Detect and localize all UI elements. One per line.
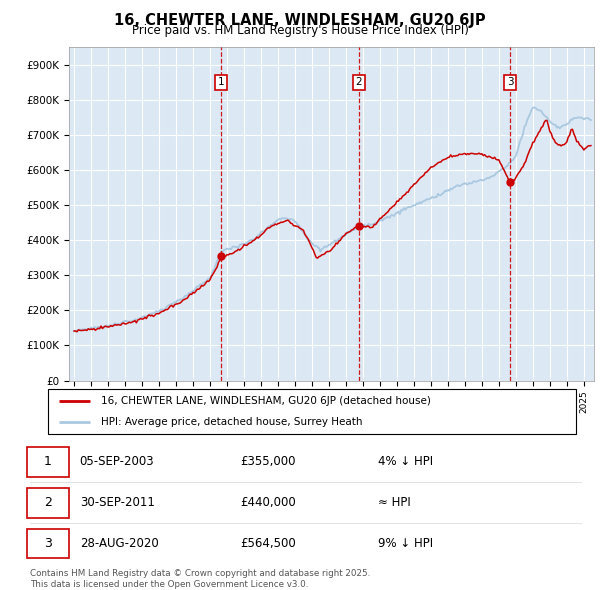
Text: Contains HM Land Registry data © Crown copyright and database right 2025.
This d: Contains HM Land Registry data © Crown c… — [30, 569, 370, 589]
Text: 1: 1 — [218, 77, 225, 87]
Text: 30-SEP-2011: 30-SEP-2011 — [80, 496, 155, 509]
Text: ≈ HPI: ≈ HPI — [378, 496, 410, 509]
Text: £564,500: £564,500 — [240, 537, 296, 550]
Text: 4% ↓ HPI: 4% ↓ HPI — [378, 455, 433, 468]
Text: 2: 2 — [355, 77, 362, 87]
Text: £440,000: £440,000 — [240, 496, 296, 509]
FancyBboxPatch shape — [48, 389, 576, 434]
Text: 9% ↓ HPI: 9% ↓ HPI — [378, 537, 433, 550]
FancyBboxPatch shape — [27, 488, 68, 517]
Text: HPI: Average price, detached house, Surrey Heath: HPI: Average price, detached house, Surr… — [101, 417, 362, 427]
Text: 05-SEP-2003: 05-SEP-2003 — [80, 455, 154, 468]
Text: 3: 3 — [507, 77, 514, 87]
Text: £355,000: £355,000 — [240, 455, 295, 468]
Text: Price paid vs. HM Land Registry's House Price Index (HPI): Price paid vs. HM Land Registry's House … — [131, 24, 469, 37]
Text: 28-AUG-2020: 28-AUG-2020 — [80, 537, 158, 550]
FancyBboxPatch shape — [27, 447, 68, 477]
Text: 16, CHEWTER LANE, WINDLESHAM, GU20 6JP (detached house): 16, CHEWTER LANE, WINDLESHAM, GU20 6JP (… — [101, 396, 431, 407]
Text: 3: 3 — [44, 537, 52, 550]
Text: 16, CHEWTER LANE, WINDLESHAM, GU20 6JP: 16, CHEWTER LANE, WINDLESHAM, GU20 6JP — [114, 13, 486, 28]
Text: 2: 2 — [44, 496, 52, 509]
Text: 1: 1 — [44, 455, 52, 468]
FancyBboxPatch shape — [27, 529, 68, 559]
